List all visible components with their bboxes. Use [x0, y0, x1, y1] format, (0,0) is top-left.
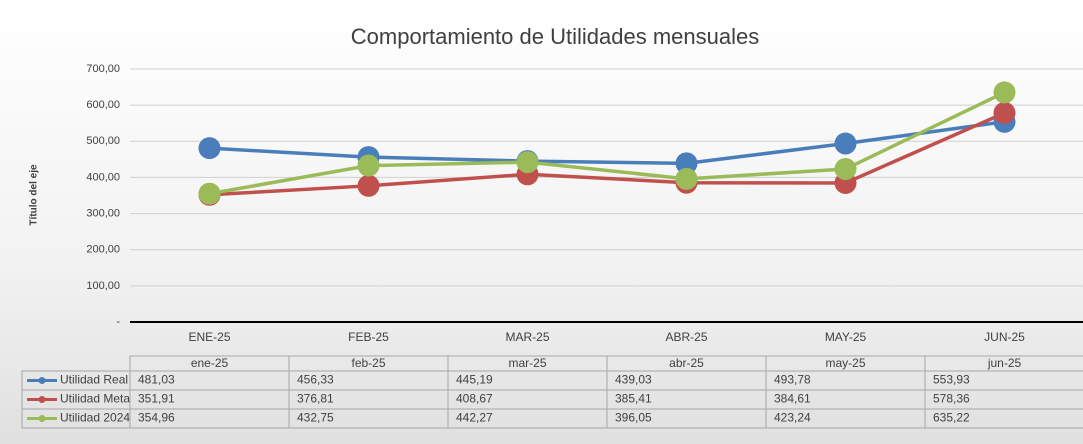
marker: [357, 154, 380, 177]
table-value: 396,05: [615, 411, 652, 425]
table-value: 432,75: [297, 411, 334, 425]
marker: [357, 174, 380, 197]
table-value: 442,27: [456, 411, 493, 425]
table-value: 439,03: [615, 373, 652, 387]
table-header: mar-25: [508, 356, 546, 370]
x-tick-label: ENE-25: [188, 330, 230, 344]
legend-marker: [38, 377, 46, 384]
series-line: [209, 120, 1005, 166]
x-tick-label: FEB-25: [348, 330, 389, 344]
table-value: 493,78: [774, 373, 811, 387]
chart-title: Comportamiento de Utilidades mensuales: [351, 24, 759, 49]
y-tick-label: 500,00: [86, 135, 120, 147]
marker: [834, 158, 857, 181]
marker: [834, 132, 857, 155]
table-value: 351,91: [138, 392, 175, 406]
legend-marker: [38, 396, 46, 403]
series-line: [209, 111, 1006, 197]
x-tick-label: ABR-25: [665, 330, 707, 344]
table-value: 553,93: [933, 373, 970, 387]
x-tick-label: MAR-25: [505, 330, 549, 344]
table-value: 578,36: [933, 392, 970, 406]
y-tick-label: 400,00: [86, 171, 120, 183]
marker: [675, 167, 698, 190]
y-axis-label: Título del eje: [29, 164, 40, 226]
table-value: 354,96: [138, 411, 175, 425]
table-value: 385,41: [615, 392, 652, 406]
y-tick-label: 300,00: [86, 207, 120, 219]
y-tick-label: -: [116, 316, 120, 328]
marker: [993, 101, 1016, 124]
table-value: 635,22: [933, 411, 970, 425]
table-cell: [924, 408, 1083, 429]
marker: [993, 81, 1016, 104]
marker: [198, 137, 221, 160]
x-tick-label: MAY-25: [825, 330, 867, 344]
marker: [198, 182, 221, 205]
table-header: may-25: [825, 356, 865, 370]
marker: [516, 151, 539, 174]
table-header: abr-25: [669, 356, 704, 370]
table-header: jun-25: [987, 356, 1022, 370]
legend-label: Utilidad Real: [60, 373, 128, 387]
y-tick-label: 600,00: [86, 99, 120, 111]
x-tick-label: JUN-25: [984, 330, 1025, 344]
table-value: 384,61: [774, 392, 811, 406]
marker: [675, 152, 698, 175]
legend-marker: [38, 415, 46, 422]
y-tick-label: 200,00: [86, 244, 120, 256]
y-tick-label: 100,00: [86, 280, 120, 292]
series-line: [209, 90, 1006, 196]
table-value: 481,03: [138, 373, 175, 387]
table-value: 445,19: [456, 373, 493, 387]
table-header: ene-25: [191, 356, 229, 370]
legend-label: Utilidad Meta: [60, 392, 130, 406]
table-value: 376,81: [297, 392, 334, 406]
table-value: 423,24: [774, 411, 811, 425]
table-value: 408,67: [456, 392, 493, 406]
table-header: feb-25: [351, 356, 385, 370]
legend-label: Utilidad 2024: [60, 411, 130, 425]
y-tick-label: 700,00: [86, 63, 120, 75]
table-value: 456,33: [297, 373, 334, 387]
